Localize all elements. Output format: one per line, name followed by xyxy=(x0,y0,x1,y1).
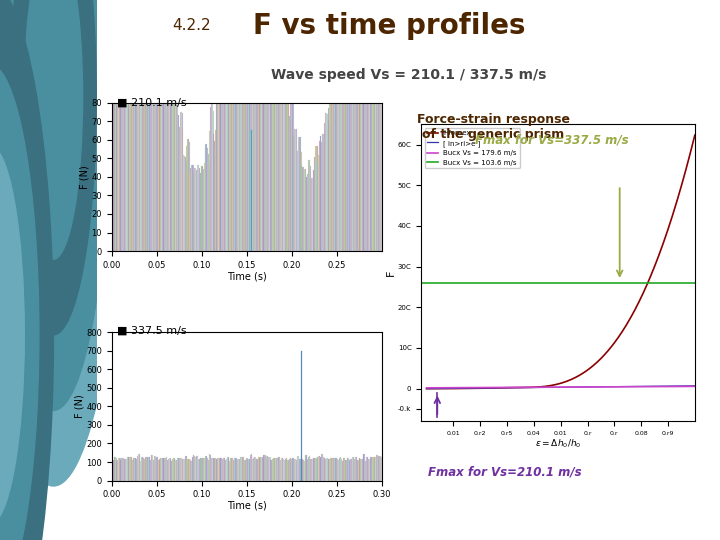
Hfornex xyxy=(544,383,552,389)
Circle shape xyxy=(0,65,39,540)
Bucx Vs = 179.6 m/s xyxy=(469,384,478,391)
Bucx Vs = 179.6 m/s xyxy=(690,383,699,390)
Text: 4.2.2: 4.2.2 xyxy=(172,18,210,33)
Hfornex xyxy=(690,132,699,138)
[ in>ri>e ] xyxy=(601,383,610,390)
Circle shape xyxy=(24,0,83,259)
Y-axis label: F (N): F (N) xyxy=(75,395,85,418)
Line: Bucx Vs = 179.6 m/s: Bucx Vs = 179.6 m/s xyxy=(426,387,695,388)
Text: F vs time profiles: F vs time profiles xyxy=(253,12,526,40)
X-axis label: Time (s): Time (s) xyxy=(227,501,266,511)
Text: Wave speed Vs = 210.1 / 337.5 m/s: Wave speed Vs = 210.1 / 337.5 m/s xyxy=(271,68,546,82)
Text: ■ 210.1 m/s: ■ 210.1 m/s xyxy=(117,97,186,107)
Bucx Vs = 179.6 m/s xyxy=(491,384,500,391)
Circle shape xyxy=(0,0,110,410)
Line: [ in>ri>e ]: [ in>ri>e ] xyxy=(426,386,695,389)
Text: ■ 337.5 m/s: ■ 337.5 m/s xyxy=(117,326,186,336)
[ in>ri>e ] xyxy=(422,386,431,392)
[ in>ri>e ] xyxy=(690,382,699,389)
[ in>ri>e ] xyxy=(469,385,478,392)
Y-axis label: F: F xyxy=(387,269,396,276)
Line: Hfornex: Hfornex xyxy=(426,135,695,389)
Hfornex xyxy=(422,386,431,392)
Circle shape xyxy=(0,0,123,486)
X-axis label: $\varepsilon = \Delta h_0 / h_0$: $\varepsilon = \Delta h_0 / h_0$ xyxy=(535,437,581,450)
Hfornex xyxy=(469,385,478,392)
Bucx Vs = 179.6 m/s xyxy=(544,384,552,390)
Text: Force-strain response
of the generic prism: Force-strain response of the generic pri… xyxy=(417,113,570,141)
Circle shape xyxy=(0,146,24,524)
Circle shape xyxy=(11,0,96,335)
Hfornex xyxy=(624,318,633,325)
X-axis label: Time (s): Time (s) xyxy=(227,271,266,281)
Bucx Vs = 179.6 m/s xyxy=(422,384,431,391)
[ in>ri>e ] xyxy=(580,384,589,390)
Bucx Vs = 179.6 m/s xyxy=(624,383,633,390)
[ in>ri>e ] xyxy=(491,384,500,391)
Bucx Vs = 179.6 m/s xyxy=(580,384,589,390)
[ in>ri>e ] xyxy=(544,384,552,390)
Legend: Hfornex, [ in>ri>e ], Bucx Vs = 179.6 m/s, Bucx Vs = 103.6 m/s: Hfornex, [ in>ri>e ], Bucx Vs = 179.6 m/… xyxy=(425,127,520,168)
[ in>ri>e ] xyxy=(624,383,633,390)
Y-axis label: F (N): F (N) xyxy=(80,165,90,188)
Circle shape xyxy=(0,0,53,540)
Hfornex xyxy=(580,369,589,375)
Text: Fmax for Vs=337.5 m/s: Fmax for Vs=337.5 m/s xyxy=(475,133,629,146)
Bucx Vs = 179.6 m/s xyxy=(601,383,610,390)
Hfornex xyxy=(491,385,500,392)
Text: Fmax for Vs=210.1 m/s: Fmax for Vs=210.1 m/s xyxy=(428,465,582,478)
Hfornex xyxy=(601,350,610,356)
